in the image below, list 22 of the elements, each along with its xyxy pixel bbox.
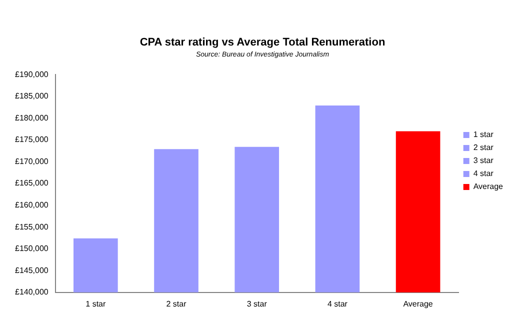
legend-label: 3 star [473, 156, 494, 166]
y-tick-label: £190,000 [14, 70, 49, 79]
y-tick-label: £150,000 [14, 244, 49, 254]
y-tick-label: £180,000 [14, 113, 49, 122]
y-tick-label: £175,000 [14, 135, 49, 144]
chart-title: CPA star rating vs Average Total Renumeration [140, 36, 386, 49]
legend-label: 4 star [473, 169, 494, 178]
y-tick-label: £160,000 [14, 200, 49, 210]
legend-label: 2 star [473, 143, 494, 152]
y-tick-label: £145,000 [14, 266, 49, 275]
legend-label: 1 star [473, 130, 494, 140]
legend-label: Average [473, 182, 504, 192]
y-tick-label: £155,000 [14, 222, 49, 232]
y-tick-label: £165,000 [14, 178, 49, 188]
x-tick-label: 1 star [86, 299, 106, 308]
y-tick-label: £140,000 [14, 288, 49, 297]
x-tick-label: 3 star [246, 299, 268, 308]
x-tick-label: Average [403, 299, 434, 308]
x-tick-label: 4 star [327, 299, 348, 308]
x-tick-label: 2 star [166, 299, 187, 308]
y-tick-label: £170,000 [14, 156, 49, 166]
y-tick-label: £185,000 [14, 92, 49, 101]
